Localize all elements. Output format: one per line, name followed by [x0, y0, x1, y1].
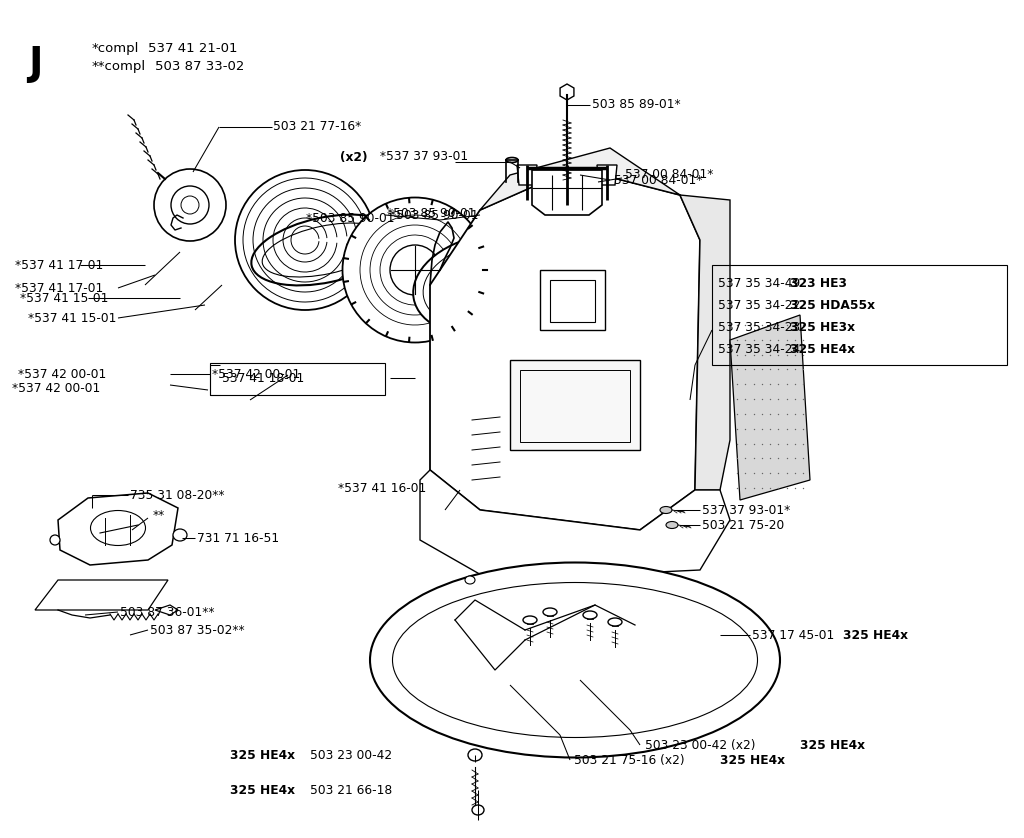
Ellipse shape — [608, 618, 622, 626]
Bar — [210, 363, 385, 395]
Polygon shape — [430, 168, 700, 530]
Text: 537 41 18-01: 537 41 18-01 — [222, 371, 304, 385]
Text: 503 87 33-02: 503 87 33-02 — [155, 60, 245, 73]
Bar — [510, 360, 640, 450]
Text: 537 35 34-49: 537 35 34-49 — [718, 277, 804, 289]
Text: 731 71 16-51: 731 71 16-51 — [197, 531, 280, 545]
Text: J: J — [28, 45, 43, 83]
Text: 537 35 34-22: 537 35 34-22 — [718, 298, 804, 312]
Text: 325 HE4x: 325 HE4x — [800, 738, 865, 752]
Polygon shape — [730, 315, 810, 500]
Bar — [550, 280, 595, 322]
Bar — [540, 270, 605, 330]
Text: 503 23 00-42 (x2): 503 23 00-42 (x2) — [645, 738, 760, 752]
Text: 537 37 93-01*: 537 37 93-01* — [702, 504, 791, 516]
Text: 537 00 84-01*: 537 00 84-01* — [625, 168, 714, 182]
Polygon shape — [35, 580, 168, 610]
Ellipse shape — [342, 198, 487, 343]
Ellipse shape — [173, 529, 187, 541]
Polygon shape — [155, 605, 178, 615]
Text: *503 85 90-01: *503 85 90-01 — [390, 209, 478, 221]
Ellipse shape — [154, 169, 226, 241]
Ellipse shape — [543, 608, 557, 616]
Text: **compl: **compl — [92, 60, 146, 73]
Text: *537 42 00-01: *537 42 00-01 — [12, 381, 100, 395]
Ellipse shape — [171, 186, 209, 224]
Text: *503 85 90-01: *503 85 90-01 — [306, 211, 395, 225]
Text: *537 41 15-01: *537 41 15-01 — [20, 292, 109, 304]
Ellipse shape — [234, 170, 375, 310]
Text: 503 23 00-42: 503 23 00-42 — [310, 748, 392, 762]
Text: 503 21 75-16 (x2): 503 21 75-16 (x2) — [574, 753, 688, 767]
Text: 735 31 08-20**: 735 31 08-20** — [130, 489, 224, 501]
Text: 503 87 35-02**: 503 87 35-02** — [150, 623, 245, 637]
Text: 537 35 34-24: 537 35 34-24 — [718, 343, 804, 355]
Text: *537 41 16-01: *537 41 16-01 — [338, 482, 426, 494]
Text: *537 42 00-01: *537 42 00-01 — [212, 368, 300, 380]
Text: 325 HDA55x: 325 HDA55x — [790, 298, 874, 312]
Text: 503 21 77-16*: 503 21 77-16* — [273, 121, 361, 133]
Polygon shape — [480, 148, 680, 210]
Text: 325 HE4x: 325 HE4x — [843, 628, 908, 642]
Text: 325 HE4x: 325 HE4x — [790, 343, 854, 355]
Ellipse shape — [468, 749, 482, 761]
Ellipse shape — [472, 805, 484, 815]
Text: 325 HE4x: 325 HE4x — [230, 784, 295, 796]
Text: (x2): (x2) — [340, 151, 368, 163]
Ellipse shape — [414, 234, 567, 336]
Text: 503 21 75-20: 503 21 75-20 — [702, 519, 784, 531]
Ellipse shape — [583, 611, 597, 619]
Polygon shape — [420, 470, 730, 580]
Text: 503 87 36-01**: 503 87 36-01** — [120, 606, 214, 618]
Ellipse shape — [50, 535, 60, 545]
Ellipse shape — [660, 506, 672, 514]
Text: *537 41 17-01: *537 41 17-01 — [15, 258, 103, 272]
Polygon shape — [680, 195, 730, 490]
Polygon shape — [532, 170, 602, 215]
Ellipse shape — [506, 158, 518, 163]
Text: *compl: *compl — [92, 42, 139, 55]
Text: *537 41 17-01: *537 41 17-01 — [15, 282, 103, 294]
Bar — [520, 370, 630, 442]
Text: 323 HE3: 323 HE3 — [790, 277, 847, 289]
Text: 537 17 45-01: 537 17 45-01 — [752, 628, 838, 642]
Ellipse shape — [666, 521, 678, 529]
Text: 537 41 21-01: 537 41 21-01 — [148, 42, 238, 55]
Text: 503 21 66-18: 503 21 66-18 — [310, 784, 392, 796]
Text: 325 HE4x: 325 HE4x — [230, 748, 295, 762]
Polygon shape — [517, 165, 537, 185]
Polygon shape — [58, 493, 178, 565]
Bar — [712, 265, 1007, 365]
Text: *537 41 15-01: *537 41 15-01 — [28, 312, 117, 324]
Ellipse shape — [523, 616, 537, 624]
Text: 537 00 84-01*: 537 00 84-01* — [614, 173, 702, 187]
Text: 503 85 89-01*: 503 85 89-01* — [592, 99, 681, 111]
Ellipse shape — [506, 179, 518, 184]
Ellipse shape — [370, 562, 780, 758]
Text: 325 HE4x: 325 HE4x — [720, 753, 785, 767]
Text: **: ** — [153, 509, 165, 521]
Text: *503 85 90-01: *503 85 90-01 — [387, 206, 475, 220]
Text: *537 37 93-01: *537 37 93-01 — [376, 151, 468, 163]
Text: 537 35 34-23: 537 35 34-23 — [718, 320, 804, 334]
Text: 325 HE3x: 325 HE3x — [790, 320, 854, 334]
Text: *537 42 00-01: *537 42 00-01 — [18, 368, 106, 380]
Ellipse shape — [465, 576, 475, 584]
Polygon shape — [597, 165, 617, 185]
